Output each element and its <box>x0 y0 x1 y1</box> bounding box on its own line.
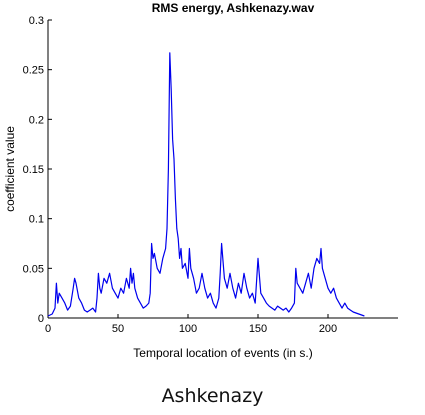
y-tick-label: 0.3 <box>29 15 44 27</box>
figure-caption: Ashkenazy <box>161 385 264 407</box>
y-tick-label: 0.2 <box>29 114 44 126</box>
x-tick-label: 100 <box>179 323 197 335</box>
series-line-0 <box>47 52 365 317</box>
chart-title: RMS energy, Ashkenazy.wav <box>152 1 315 15</box>
y-tick-label: 0.25 <box>23 65 44 77</box>
y-tick-label: 0.05 <box>23 263 44 275</box>
x-tick-label: 0 <box>45 323 51 335</box>
y-tick-label: 0 <box>38 313 44 325</box>
y-tick-label: 0.15 <box>23 164 44 176</box>
y-tick-label: 0.1 <box>29 214 44 226</box>
x-axis-label: Temporal location of events (in s.) <box>133 346 312 360</box>
y-axis-label: coefficient value <box>3 126 17 212</box>
x-tick-label: 150 <box>249 323 267 335</box>
x-tick-label: 50 <box>112 323 124 335</box>
rms-energy-chart: RMS energy, Ashkenazy.wav coefficient va… <box>3 1 398 360</box>
x-tick-label: 200 <box>319 323 337 335</box>
